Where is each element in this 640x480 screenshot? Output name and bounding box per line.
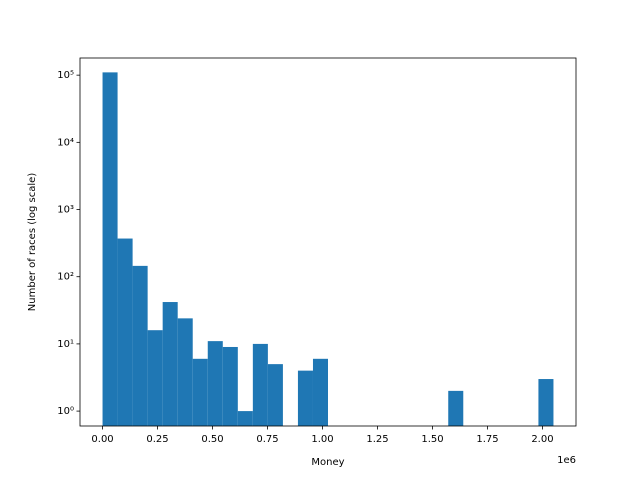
x-tick-label: 1.00 [311,434,333,445]
bar [312,358,328,426]
x-tick-label: 0.00 [91,434,113,445]
bar [132,265,148,426]
y-tick-label: 10³ [57,205,74,216]
x-tick-label: 1.50 [421,434,443,445]
bar [147,330,163,426]
x-offset-label: 1e6 [557,455,576,466]
bar [237,411,253,426]
bar [297,370,313,426]
y-tick-label: 10⁴ [57,137,74,148]
bar [222,346,238,426]
x-tick-label: 0.75 [256,434,278,445]
y-tick-label: 10⁰ [57,406,74,417]
bar [102,72,118,426]
plot-area [102,72,554,426]
bar [117,238,133,426]
y-axis-label: Number of races (log scale) [27,173,38,312]
x-tick-label: 1.75 [476,434,498,445]
x-tick-label: 2.00 [531,434,553,445]
axes-frame [79,57,577,427]
x-tick-label: 0.25 [146,434,168,445]
bar [267,364,283,426]
y-tick-label: 10¹ [57,339,74,350]
x-axis-label: Money [311,457,344,468]
bar [252,343,268,426]
bar [192,358,208,426]
bar [162,302,178,426]
bar [538,379,554,426]
bar [448,390,464,426]
x-tick-label: 1.25 [366,434,388,445]
bar [207,341,223,426]
bar [177,318,193,426]
y-tick-label: 10⁵ [57,70,74,81]
y-tick-label: 10² [57,272,74,283]
x-tick-label: 0.50 [201,434,223,445]
